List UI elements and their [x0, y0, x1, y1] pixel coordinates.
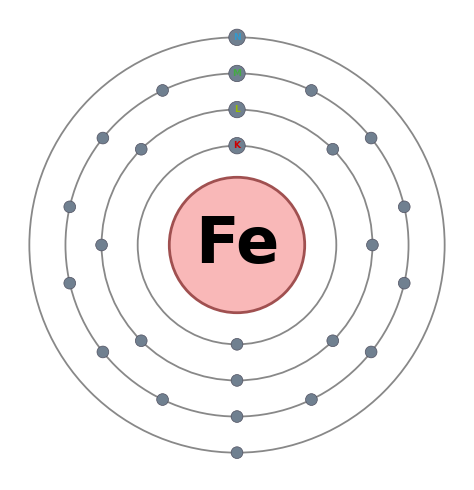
Text: M: M	[233, 69, 241, 78]
Circle shape	[231, 339, 243, 350]
Circle shape	[366, 239, 378, 251]
Circle shape	[398, 201, 410, 213]
Text: Fe: Fe	[195, 214, 279, 276]
Circle shape	[327, 335, 338, 346]
Circle shape	[229, 29, 245, 46]
Circle shape	[97, 346, 109, 358]
Circle shape	[229, 65, 245, 82]
Circle shape	[229, 101, 245, 118]
Circle shape	[157, 85, 168, 97]
Text: N: N	[233, 33, 241, 42]
Circle shape	[327, 144, 338, 155]
Circle shape	[157, 393, 168, 405]
Circle shape	[96, 239, 108, 251]
Text: L: L	[234, 105, 240, 114]
Circle shape	[97, 132, 109, 144]
Circle shape	[169, 177, 305, 313]
Circle shape	[231, 447, 243, 459]
Circle shape	[365, 346, 377, 358]
Circle shape	[231, 374, 243, 386]
Circle shape	[229, 138, 245, 154]
Circle shape	[398, 277, 410, 289]
Circle shape	[306, 393, 317, 405]
Circle shape	[136, 144, 147, 155]
Circle shape	[365, 132, 377, 144]
Circle shape	[306, 85, 317, 97]
Circle shape	[64, 201, 76, 213]
Text: K: K	[234, 141, 240, 150]
Circle shape	[136, 335, 147, 346]
Circle shape	[64, 277, 76, 289]
Circle shape	[231, 411, 243, 422]
